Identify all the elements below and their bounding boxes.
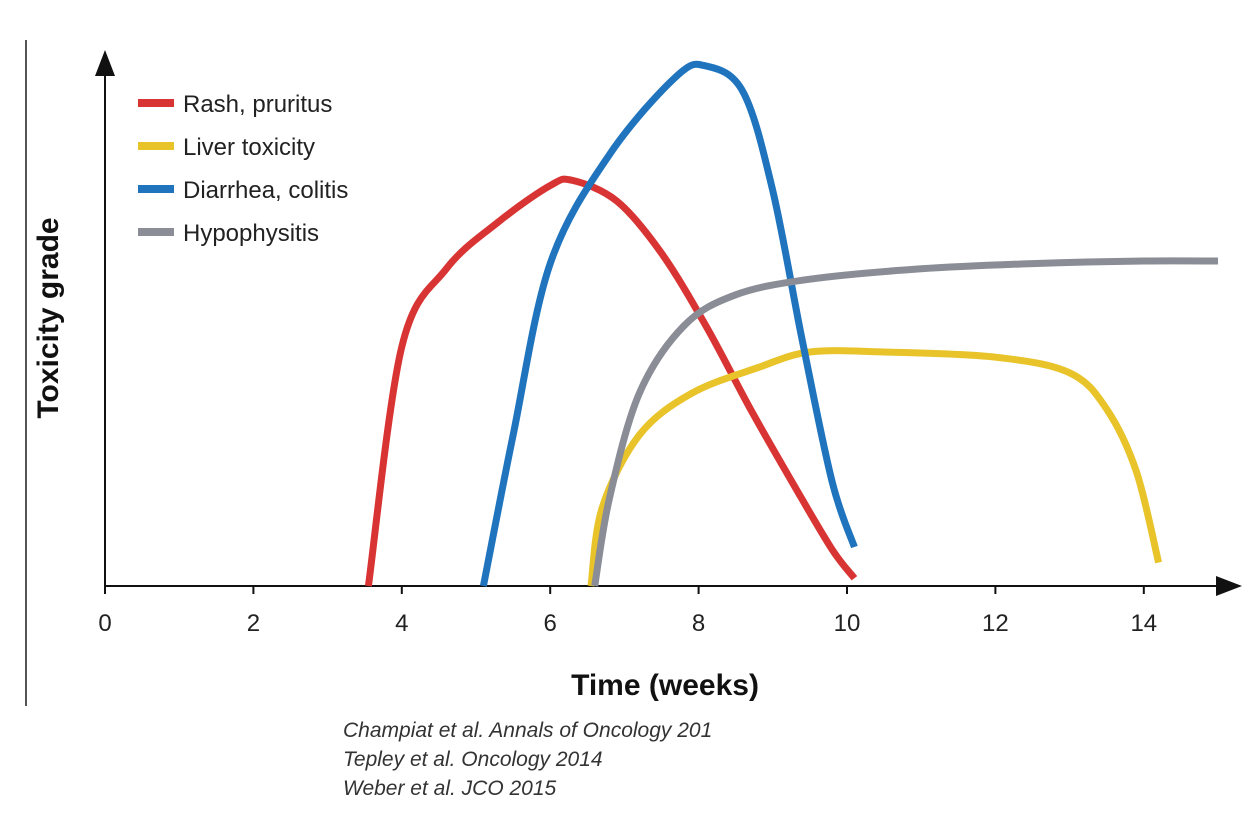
legend-label-liver-toxicity: Liver toxicity [183,134,315,161]
series-line-hypophysitis [591,257,1219,587]
series-line-liver-toxicity [587,347,1163,587]
x-tick-label: 10 [834,610,861,637]
y-axis-title: Toxicity grade [32,217,65,418]
reference-line: Champiat et al. Annals of Oncology 201 [343,719,713,742]
x-tick-label: 14 [1130,610,1157,637]
reference-line: Tepley et al. Oncology 2014 [343,748,603,771]
legend-label-rash-pruritus: Rash, pruritus [183,91,332,118]
legend-label-hypophysitis: Hypophysitis [183,220,319,247]
x-tick-label: 0 [98,610,111,637]
x-axis-title: Time (weeks) [571,669,759,702]
reference-line: Weber et al. JCO 2015 [343,777,557,800]
series-line-rash-pruritus [364,175,858,587]
y-axis-arrow [95,50,115,76]
legend-label-diarrhea-colitis: Diarrhea, colitis [183,177,348,204]
x-tick-label: 6 [544,610,557,637]
x-tick-label: 4 [395,610,408,637]
x-tick-label: 2 [247,610,260,637]
x-tick-label: 12 [982,610,1009,637]
x-tick-label: 8 [692,610,705,637]
references: Champiat et al. Annals of Oncology 201 T… [343,716,712,803]
x-axis-arrow [1216,576,1242,596]
series-line-diarrhea-colitis [479,60,858,587]
